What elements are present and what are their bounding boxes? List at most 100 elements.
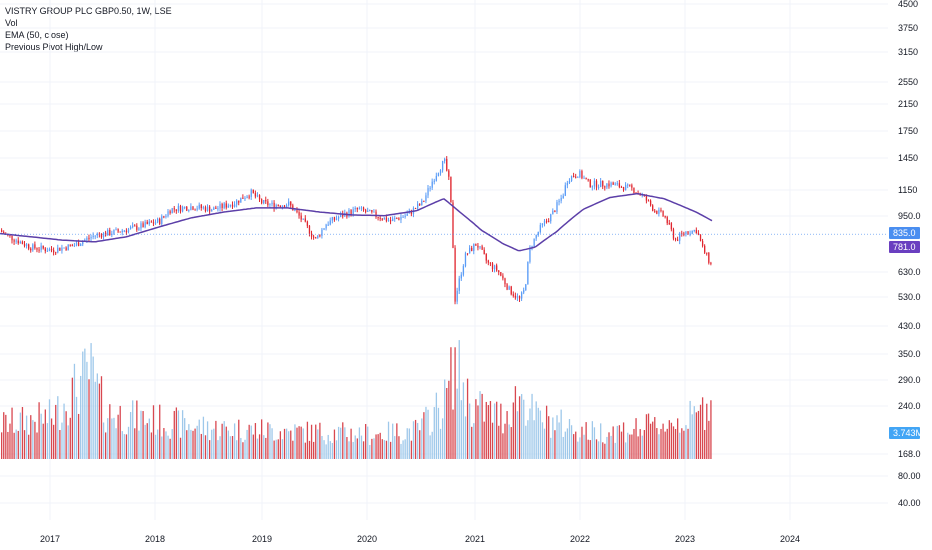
candle-body: [263, 199, 265, 204]
legend-ema[interactable]: EMA (50, close): [5, 30, 69, 40]
volume-bar: [94, 381, 96, 459]
volume-bar: [489, 401, 492, 459]
candle-body: [537, 231, 539, 236]
volume-bar: [527, 420, 529, 459]
volume-bar: [44, 409, 46, 459]
candle-body: [525, 284, 527, 291]
candle-body: [73, 245, 76, 247]
volume-bar: [77, 413, 80, 459]
volume-bar: [521, 394, 523, 459]
volume-bar: [410, 440, 413, 459]
candle-body: [622, 186, 625, 191]
volume-bar: [202, 416, 205, 459]
candle-body: [231, 204, 234, 207]
legend-symbol[interactable]: VISTRY GROUP PLC GBP0.50, 1W, LSE: [5, 6, 172, 16]
volume-bar: [577, 441, 579, 459]
candle-body: [171, 208, 173, 214]
volume-bar: [452, 409, 454, 459]
volume-bar: [217, 440, 219, 459]
candle-body: [421, 200, 423, 206]
volume-bar: [350, 428, 352, 459]
candle-body: [32, 244, 34, 251]
candle-body: [581, 171, 583, 179]
candle-body: [288, 201, 290, 206]
candle-body: [298, 212, 300, 216]
candle-body: [446, 158, 448, 171]
candle-body: [496, 265, 498, 271]
price-axis[interactable]: 4500 3750 3150 2550 2150 1750 1450 1150 950.0 630…: [898, 0, 921, 359]
candle-body: [647, 200, 650, 202]
legend-volume[interactable]: Vol: [5, 18, 18, 28]
volume-bar: [600, 423, 602, 459]
volume-bar: [606, 436, 608, 459]
candle-body: [46, 250, 49, 252]
candle-body: [433, 180, 435, 182]
candle-body: [618, 183, 621, 187]
volume-bar: [169, 438, 171, 459]
candle-body: [184, 206, 186, 208]
candle-body: [194, 209, 196, 211]
volume-bar: [231, 436, 234, 459]
volume-bar: [223, 421, 225, 459]
volume-bar: [437, 407, 440, 459]
volume-bar: [389, 441, 392, 459]
candle-body: [144, 221, 146, 228]
volume-axis[interactable]: 290.0 240.0 168.0 80.00 40.00: [898, 375, 921, 508]
volume-bar: [36, 432, 38, 459]
volume-bar: [423, 412, 425, 459]
volume-bar: [188, 424, 190, 459]
volume-bar: [456, 388, 458, 459]
volume-tick-label: 240.0: [898, 401, 921, 411]
candle-body: [514, 295, 517, 298]
volume-bar: [310, 424, 313, 459]
volume-bar: [184, 418, 186, 459]
candle-body: [516, 296, 519, 298]
volume-bar: [466, 378, 469, 459]
candle-body: [254, 193, 257, 197]
volume-bar: [127, 426, 130, 459]
volume-bar: [265, 437, 267, 459]
volume-bar: [19, 412, 22, 459]
volume-bars: [1, 340, 712, 459]
candle-body: [479, 246, 481, 248]
volume-bar: [100, 376, 103, 459]
volume-bar: [506, 411, 508, 459]
volume-bar: [360, 435, 363, 459]
candle-body: [652, 205, 654, 211]
last-price-tag-bg: [889, 227, 920, 239]
volume-bar: [427, 409, 429, 459]
candle-body: [475, 244, 477, 246]
candle-body: [531, 246, 533, 248]
volume-bar: [450, 347, 452, 459]
volume-bar: [439, 428, 442, 459]
volume-bar: [556, 415, 558, 459]
candle-body: [121, 230, 123, 233]
volume-bar: [277, 439, 279, 459]
volume-bar: [144, 424, 146, 459]
volume-bar: [273, 440, 275, 459]
candle-body: [491, 263, 494, 270]
volume-bar: [215, 420, 217, 459]
candle-body: [554, 210, 556, 212]
volume-bar: [583, 434, 585, 459]
time-axis[interactable]: 2017 2018 2019 2020 2021 2022 2023 2024: [40, 534, 800, 544]
candle-body: [666, 217, 668, 224]
candle-body: [157, 218, 159, 223]
candle-body: [564, 185, 566, 196]
volume-bar: [258, 434, 261, 459]
candle-body: [50, 249, 53, 251]
volume-bar: [292, 440, 294, 459]
candle-body: [229, 204, 232, 206]
candle-body: [687, 231, 689, 234]
time-tick-label: 2022: [570, 534, 590, 544]
volume-bar: [28, 434, 30, 459]
candle-body: [583, 177, 585, 179]
candle-body: [148, 221, 150, 224]
legend-pivot[interactable]: Previous Pivot High/Low: [5, 42, 103, 52]
volume-bar: [562, 436, 564, 459]
candle-body: [367, 210, 369, 212]
candle-body: [437, 173, 440, 176]
price-candles: [1, 156, 712, 305]
volume-bar: [148, 418, 150, 459]
